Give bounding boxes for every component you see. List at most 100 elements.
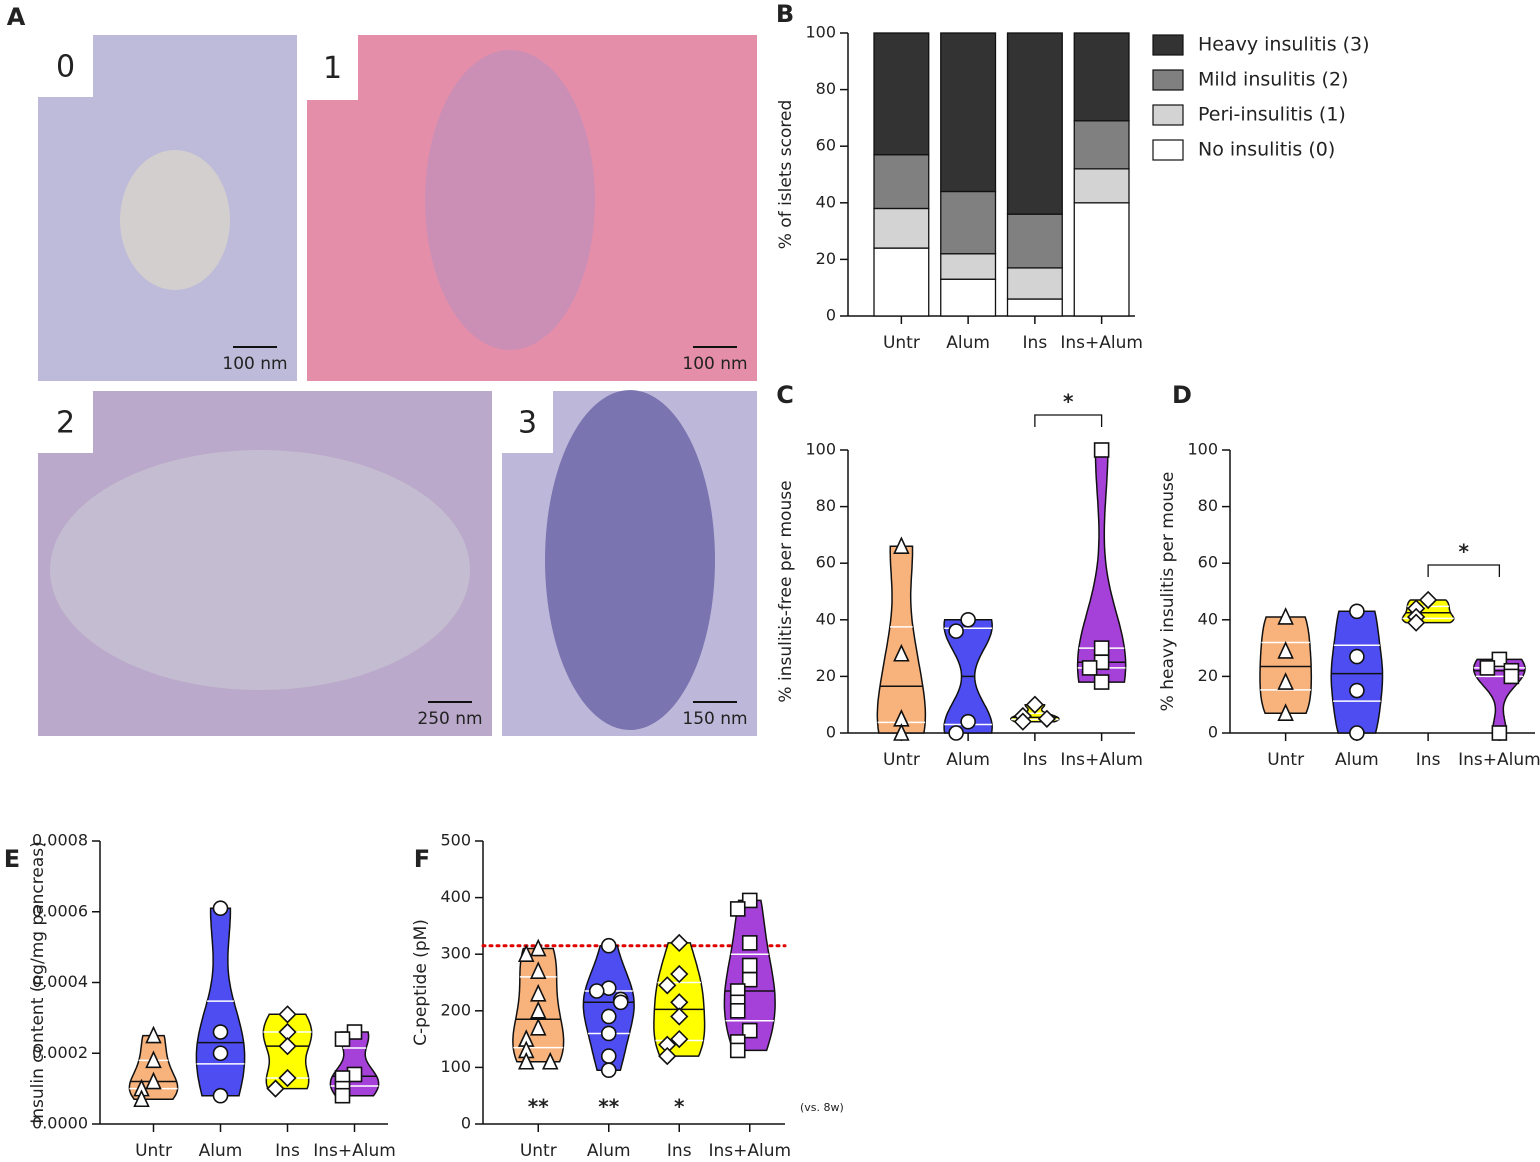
scale-label: 250 nm [417,709,482,729]
bar-segment [873,154,930,210]
data-point [658,976,677,995]
image-label-box [38,391,93,453]
bar-segment [1073,168,1130,204]
y-tick-label: 400 [440,887,471,906]
data-point [1093,674,1110,690]
image-label: 2 [56,406,75,441]
image-label: 0 [56,50,75,85]
data-point [1093,640,1110,656]
significance-label: * [674,1095,685,1119]
bar-segment [873,207,930,249]
scale-label: 150 nm [682,709,747,729]
data-point [729,1002,746,1019]
data-point [334,1087,351,1104]
panel-letter: C [776,381,794,409]
data-point [529,1017,547,1036]
bar-segment [940,190,997,255]
data-point [212,1087,229,1104]
y-tick-label: 40 [1198,609,1218,628]
y-tick-label: 0.0006 [32,901,88,920]
panel-letter: B [776,0,794,28]
data-point [612,994,629,1011]
image-label: 3 [518,406,537,441]
x-tick-label: Untr [883,333,920,353]
y-tick-label: 0.0002 [32,1043,88,1062]
data-point [948,725,964,741]
x-tick-label: Untr [135,1141,172,1161]
image-label-box [38,35,93,97]
bar-segment [873,32,930,156]
data-point [145,1071,162,1090]
bar-segment [940,32,997,193]
data-point [741,892,758,909]
bar-segment [1073,32,1130,122]
x-tick-label: Ins [275,1141,300,1161]
panel-letter: A [7,3,26,31]
violin [1330,610,1384,734]
y-tick-label: 100 [440,1057,471,1076]
y-tick-label: 0 [826,723,836,742]
data-point [278,1068,297,1088]
data-point [1277,703,1294,721]
data-point [1503,668,1520,685]
data-point [741,971,758,988]
data-point [600,1048,617,1064]
data-point [1277,607,1294,625]
data-point [741,1022,758,1039]
y-tick-label: 20 [816,666,836,685]
panel-letter: F [414,845,430,873]
significance-label: * [1063,390,1074,414]
y-axis-label: Insulin content (ng/mg pancreas) [28,841,48,1124]
y-tick-label: 100 [1187,440,1218,459]
y-tick-label: 200 [440,1000,471,1019]
data-point [1277,641,1294,659]
legend-swatch [1152,69,1184,91]
data-point [670,964,689,984]
x-tick-label: Untr [1267,750,1304,770]
legend-label: Mild insulitis (2) [1198,69,1348,91]
y-tick-label: 60 [816,553,836,572]
data-point [600,1008,617,1025]
y-tick-label: 500 [440,831,471,850]
x-tick-label: Ins+Alum [313,1141,396,1161]
x-tick-label: Alum [1335,750,1379,770]
significance-bracket [1427,564,1501,577]
data-point [658,1046,677,1066]
y-tick-label: 80 [816,496,836,515]
x-tick-label: Ins [1023,333,1048,353]
data-point [1406,613,1426,632]
y-tick-label: 60 [816,136,836,155]
legend-swatch [1152,139,1184,161]
image-label-box [307,35,358,100]
y-tick-label: 20 [816,249,836,268]
data-point [212,1045,229,1062]
x-tick-label: Alum [946,750,990,770]
data-point [1025,695,1045,714]
legend-label: Peri-insulitis (1) [1198,104,1346,126]
legend-label: Heavy insulitis (3) [1198,34,1370,56]
data-point [212,1024,229,1040]
bar-segment [1006,298,1063,317]
y-tick-label: 60 [1198,553,1218,572]
data-point [145,1025,162,1044]
y-tick-label: 300 [440,944,471,963]
data-point [960,713,976,730]
data-point [729,1042,746,1059]
legend-label: No insulitis (0) [1198,139,1335,161]
y-axis-label: % heavy insulitis per mouse [1158,472,1178,712]
data-point [948,623,964,639]
data-point [517,1051,535,1070]
data-point [729,901,746,917]
x-tick-label: Untr [883,750,920,770]
data-point [670,933,689,953]
data-point [741,935,758,951]
bar-segment [940,278,997,317]
y-axis-label: C-peptide (pM) [411,919,431,1046]
x-tick-label: Alum [946,333,990,353]
violin [582,944,635,1071]
data-point [541,1051,559,1070]
bar-segment [1006,32,1063,215]
islet [545,390,715,730]
x-tick-label: Ins+Alum [1458,750,1540,770]
y-tick-label: 0.0000 [32,1114,88,1133]
